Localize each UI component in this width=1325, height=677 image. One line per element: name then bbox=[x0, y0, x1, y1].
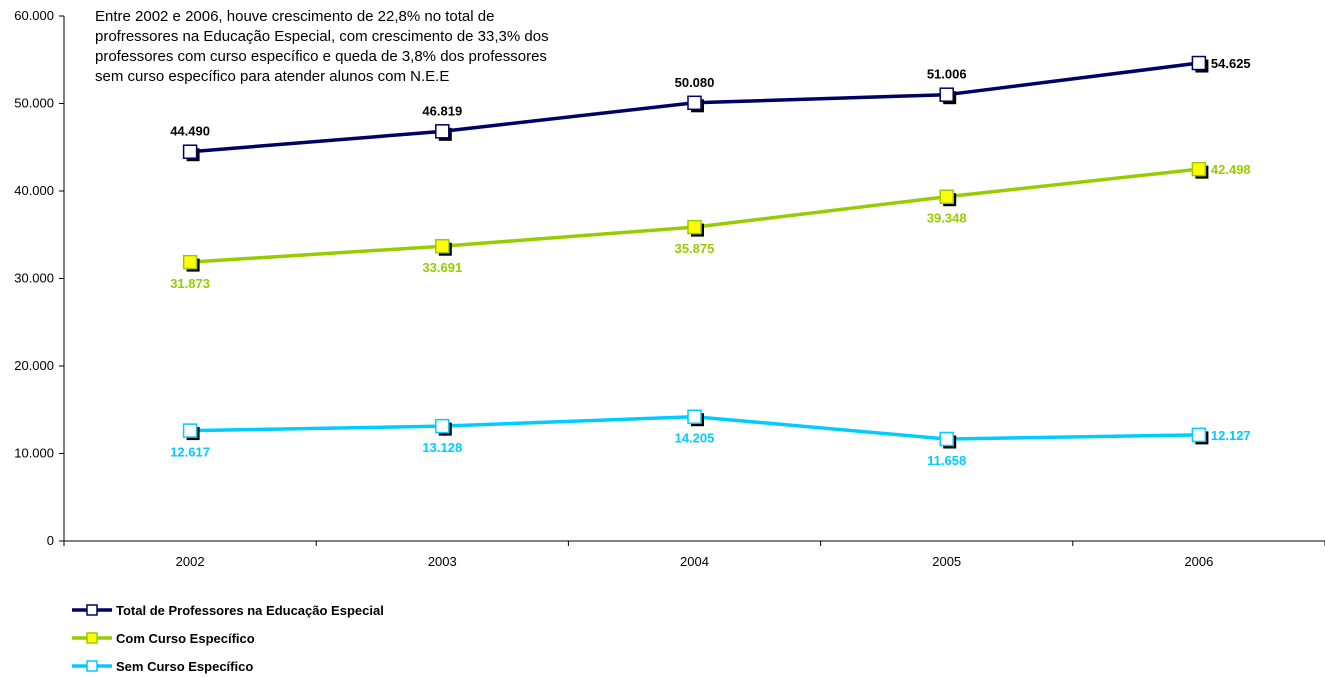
y-tick-label: 60.000 bbox=[14, 8, 54, 23]
chart-legend: Total de Professores na Educação Especia… bbox=[72, 603, 384, 674]
series-2 bbox=[182, 161, 1209, 272]
data-point bbox=[1191, 161, 1207, 177]
data-label: 14.205 bbox=[675, 431, 715, 446]
data-label: 33.691 bbox=[422, 260, 462, 275]
data-point bbox=[687, 409, 702, 424]
data-point bbox=[182, 254, 198, 270]
legend-label: Sem Curso Específico bbox=[116, 659, 253, 674]
y-tick-label: 20.000 bbox=[14, 358, 54, 373]
data-point bbox=[939, 431, 954, 447]
legend-marker bbox=[86, 660, 98, 672]
data-point bbox=[182, 144, 198, 159]
x-tick-label: 2004 bbox=[680, 554, 709, 569]
data-labels: 44.490 46.819 50.080 51.006 54.625 31.873 33.6… bbox=[170, 56, 1250, 468]
data-point bbox=[939, 87, 954, 102]
data-point bbox=[435, 124, 450, 139]
legend-marker bbox=[86, 604, 98, 616]
legend-label: Total de Professores na Educação Especia… bbox=[116, 603, 384, 618]
series-3 bbox=[182, 409, 1209, 449]
series-1 bbox=[182, 55, 1209, 162]
y-tick-label: 50.000 bbox=[14, 96, 54, 111]
y-tick-label: 40.000 bbox=[14, 183, 54, 198]
y-tick-label: 10.000 bbox=[14, 446, 54, 461]
data-label: 46.819 bbox=[422, 103, 462, 118]
data-point bbox=[435, 418, 450, 434]
data-label: 35.875 bbox=[675, 241, 715, 256]
legend-label: Com Curso Específico bbox=[116, 631, 255, 646]
data-point bbox=[435, 238, 450, 254]
data-label: 42.498 bbox=[1211, 162, 1251, 177]
legend-item: Com Curso Específico bbox=[72, 631, 255, 646]
legend-item: Sem Curso Específico bbox=[72, 659, 253, 674]
y-tick-label: 30.000 bbox=[14, 271, 54, 286]
data-label: 54.625 bbox=[1211, 56, 1251, 71]
x-tick-label: 2003 bbox=[428, 554, 457, 569]
data-point bbox=[687, 219, 702, 235]
data-label: 50.080 bbox=[675, 75, 715, 90]
data-point bbox=[1191, 427, 1207, 443]
chart-axes: 0 10.000 20.000 30.000 40.000 50.000 60.000 200… bbox=[14, 8, 1325, 569]
y-tick-label: 0 bbox=[47, 533, 54, 548]
x-tick-label: 2005 bbox=[932, 554, 961, 569]
data-label: 39.348 bbox=[927, 211, 967, 226]
data-label: 31.873 bbox=[170, 276, 210, 291]
data-label: 51.006 bbox=[927, 67, 967, 82]
legend-marker bbox=[86, 632, 98, 644]
chart-annotation: Entre 2002 e 2006, houve crescimento de … bbox=[95, 8, 549, 85]
data-point bbox=[687, 95, 702, 111]
series-lines bbox=[182, 55, 1209, 449]
x-tick-label: 2002 bbox=[176, 554, 205, 569]
data-label: 12.127 bbox=[1211, 428, 1251, 443]
data-label: 11.658 bbox=[927, 453, 966, 468]
data-point bbox=[939, 189, 954, 204]
data-label: 13.128 bbox=[422, 440, 462, 455]
data-label: 44.490 bbox=[170, 124, 210, 139]
x-tick-label: 2006 bbox=[1184, 554, 1213, 569]
data-label: 12.617 bbox=[170, 445, 210, 460]
legend-item: Total de Professores na Educação Especia… bbox=[72, 603, 384, 618]
data-point bbox=[1191, 55, 1207, 71]
data-point bbox=[182, 423, 198, 438]
